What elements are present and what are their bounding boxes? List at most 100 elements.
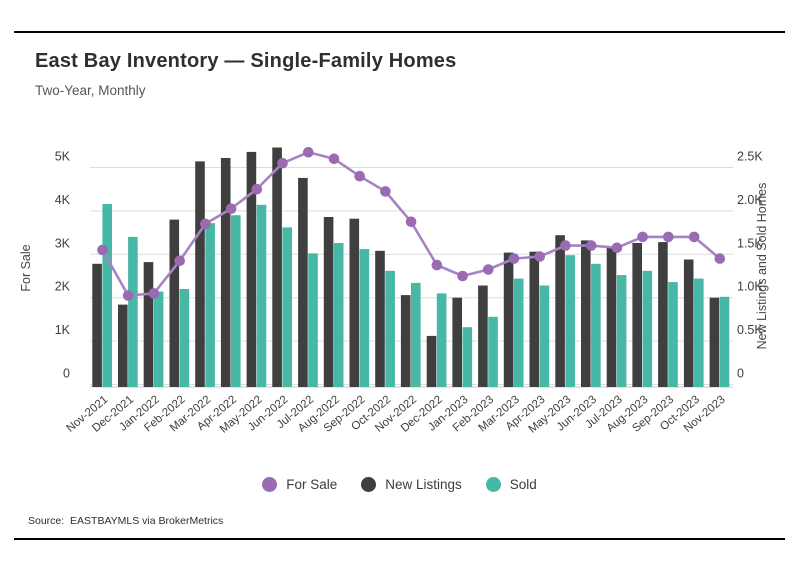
bar xyxy=(323,217,334,387)
bar xyxy=(349,218,360,387)
bar xyxy=(400,295,411,387)
bar xyxy=(436,293,447,387)
left-axis-tick: 3K xyxy=(55,236,71,250)
left-axis-tick: 1K xyxy=(55,323,71,337)
line-point xyxy=(560,240,571,251)
left-axis-tick: 5K xyxy=(55,150,71,164)
bar xyxy=(308,253,318,387)
bar xyxy=(683,259,694,387)
right-axis-tick: 2.0K xyxy=(737,193,763,207)
bar xyxy=(632,243,642,387)
bars-new-listings xyxy=(92,147,720,387)
bar xyxy=(478,285,488,387)
bar xyxy=(385,270,395,387)
line-point xyxy=(508,253,520,264)
line-point xyxy=(405,216,417,228)
legend-label-sold: Sold xyxy=(509,477,537,492)
bar xyxy=(195,161,205,387)
line-point xyxy=(225,203,237,214)
bar xyxy=(462,327,473,387)
bar xyxy=(256,204,267,387)
bar xyxy=(205,223,215,387)
left-axis-tick: 0 xyxy=(63,367,70,381)
new-listings-marker-icon xyxy=(361,477,377,492)
sold-marker-icon xyxy=(485,477,501,492)
right-axis-tick: 1.5K xyxy=(737,236,763,250)
bar xyxy=(359,249,370,387)
legend-item-new-listings: New Listings xyxy=(361,477,462,492)
bar xyxy=(231,215,241,387)
chart-subtitle: Two-Year, Monthly xyxy=(35,83,146,98)
line-point xyxy=(688,231,700,243)
bar xyxy=(118,304,128,387)
bar xyxy=(375,250,385,387)
line-point xyxy=(585,240,597,251)
line-point xyxy=(483,264,494,275)
line-point xyxy=(277,157,288,169)
bar xyxy=(529,251,540,387)
legend-label-for-sale: For Sale xyxy=(286,477,338,492)
legend: For Sale New Listings Sold xyxy=(0,477,799,492)
line-point xyxy=(380,186,391,197)
bar xyxy=(426,335,437,387)
bar xyxy=(719,296,730,387)
line-point xyxy=(251,183,263,195)
bar xyxy=(102,204,112,387)
bar xyxy=(128,236,138,387)
left-axis-tick: 4K xyxy=(55,193,71,207)
bar xyxy=(298,177,308,387)
for-sale-points xyxy=(97,147,726,301)
bar xyxy=(169,219,180,387)
bar xyxy=(668,282,678,387)
line-point xyxy=(431,259,443,271)
bar xyxy=(658,242,668,387)
bar xyxy=(591,263,601,387)
line-point xyxy=(354,170,366,182)
bar xyxy=(220,158,231,387)
left-axis-title: For Sale xyxy=(19,244,33,291)
chart-title: East Bay Inventory — Single-Family Homes xyxy=(35,50,457,72)
bar xyxy=(503,252,514,387)
right-axis-tick: 0.5K xyxy=(737,323,763,337)
line-point xyxy=(714,253,726,264)
bar xyxy=(616,275,627,387)
line-point xyxy=(457,270,468,282)
bar xyxy=(92,263,102,387)
source-note: Source: EASTBAYMLS via BrokerMetrics xyxy=(28,515,224,527)
bar xyxy=(282,227,292,387)
bar xyxy=(606,246,617,387)
for-sale-marker-icon xyxy=(262,477,278,492)
line-point xyxy=(122,290,134,301)
inventory-chart: 0 1K 2K 3K 4K 5K 0 0.5K 1.0K 1.5K 2.0K 2.5K Nov-2021… xyxy=(19,147,769,436)
bottom-rule xyxy=(14,538,785,540)
bar xyxy=(642,270,653,387)
legend-label-new-listings: New Listings xyxy=(385,477,462,492)
bar xyxy=(539,285,550,387)
bar xyxy=(143,262,154,387)
line-point xyxy=(303,147,314,158)
bar xyxy=(411,282,421,387)
bar xyxy=(153,291,164,387)
x-axis-labels: Nov-2021Dec-2021Jan-2022Feb-2022Mar-2022… xyxy=(65,394,728,436)
bar xyxy=(565,255,575,387)
right-axis-title: New Listings and Sold Homes xyxy=(755,183,769,350)
right-axis-tick: 1.0K xyxy=(737,280,763,294)
bars-sold xyxy=(102,204,730,387)
bar xyxy=(694,278,704,387)
bar xyxy=(272,147,282,387)
line-point xyxy=(637,231,648,243)
top-rule xyxy=(14,31,785,33)
bar xyxy=(513,278,524,387)
bar xyxy=(555,235,565,387)
bar xyxy=(333,243,344,387)
legend-item-for-sale: For Sale xyxy=(262,477,337,492)
bar xyxy=(179,289,190,387)
right-axis-tick: 2.5K xyxy=(737,150,763,164)
bar xyxy=(709,297,720,387)
line-point xyxy=(174,255,185,267)
line-point xyxy=(663,231,674,243)
line-point xyxy=(200,218,211,230)
bar xyxy=(246,151,257,387)
bar xyxy=(488,316,498,387)
line-point xyxy=(534,251,545,262)
